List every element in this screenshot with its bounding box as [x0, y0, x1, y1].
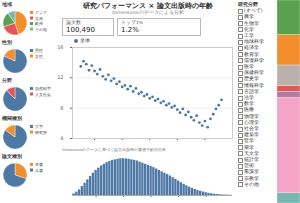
svg-text:欧州: 欧州	[35, 21, 43, 26]
html-text:環境科学: 環境科学	[244, 57, 264, 63]
svg-text:分野: 分野	[1, 77, 12, 83]
html-text:農学: 農学	[244, 14, 254, 20]
html-text:1.2%: 1.2%	[121, 26, 139, 34]
svg-text:16: 16	[58, 44, 64, 50]
html-text:芸術: 芸術	[244, 163, 254, 169]
html-text:Dimensionsのデータに基づく論文出版時の著者年齢別分: Dimensionsのデータに基づく論文出版時の著者年齢別分析	[62, 148, 167, 152]
html-text:研究パフォーマンス × 論文出版時の年齢: 研究パフォーマンス × 論文出版時の年齢	[83, 2, 213, 10]
svg-text:大学: 大学	[35, 124, 43, 129]
svg-text:自然科学: 自然科学	[35, 86, 51, 91]
html-text:その他: その他	[244, 181, 259, 187]
html-text:建築学: 建築学	[244, 132, 259, 138]
html-text:100,490: 100,490	[66, 26, 95, 34]
html-text:薬学: 薬学	[244, 144, 254, 150]
svg-text:論文種別: 論文種別	[1, 153, 22, 159]
svg-text:地域: 地域	[1, 1, 12, 7]
html-text:法学: 法学	[244, 95, 254, 100]
html-text:経済学: 経済学	[244, 45, 259, 51]
svg-text:30: 30	[91, 146, 97, 147]
html-text:言語学: 言語学	[244, 88, 259, 94]
svg-text:その他: その他	[35, 27, 47, 32]
html-text:統計学: 統計学	[244, 157, 259, 163]
svg-text:単著: 単著	[35, 162, 43, 167]
html-text:生物学: 生物学	[244, 20, 259, 26]
html-text:トップ1%: トップ1%	[121, 20, 144, 25]
svg-text:4: 4	[60, 135, 63, 141]
svg-text:70: 70	[202, 146, 208, 147]
html-text:情報科学: 情報科学	[244, 82, 264, 88]
svg-text:女性: 女性	[35, 54, 43, 59]
html-text:地球科学: 地球科学	[244, 39, 264, 45]
html-text:医学: 医学	[244, 64, 254, 69]
svg-text:研究所: 研究所	[35, 130, 47, 135]
html-text:工学: 工学	[244, 33, 254, 38]
html-text:全体: 全体	[80, 38, 90, 43]
svg-text:人文社会: 人文社会	[35, 92, 51, 97]
html-text:Dimensionsのデータによる分析: Dimensionsのデータによる分析	[112, 10, 184, 15]
html-text:心理学: 心理学	[244, 119, 259, 125]
html-text:医療: 医療	[244, 107, 254, 113]
html-text:化学: 化学	[244, 26, 254, 32]
svg-text:40: 40	[119, 146, 125, 147]
svg-text:性別: 性別	[1, 39, 12, 45]
html-text:宗教学: 宗教学	[244, 175, 259, 181]
svg-text:アジア: アジア	[35, 10, 47, 15]
html-text:保健科学: 保健科学	[244, 70, 264, 76]
svg-text:8: 8	[60, 105, 63, 111]
svg-text:12: 12	[58, 74, 64, 80]
html-text:社会学: 社会学	[244, 126, 259, 132]
svg-text:男性: 男性	[35, 48, 43, 53]
html-text:天文学: 天文学	[244, 150, 259, 156]
html-text:論文数: 論文数	[66, 20, 81, 25]
svg-text:60: 60	[174, 146, 180, 147]
html-text:歴史学: 歴史学	[244, 76, 259, 82]
svg-text:北米: 北米	[35, 16, 43, 21]
svg-text:50: 50	[147, 146, 153, 147]
html-text:看護学: 看護学	[244, 169, 259, 175]
html-text:物理学: 物理学	[244, 113, 259, 119]
html-text:(すべて): (すべて)	[244, 8, 263, 14]
html-text:教育学: 教育学	[244, 51, 259, 57]
html-text:研究分野: 研究分野	[238, 2, 258, 7]
html-text:哲学: 哲学	[244, 138, 254, 144]
svg-text:機関種別: 機関種別	[1, 115, 22, 121]
html-text:数学: 数学	[244, 101, 254, 107]
svg-text:共著: 共著	[35, 168, 43, 173]
